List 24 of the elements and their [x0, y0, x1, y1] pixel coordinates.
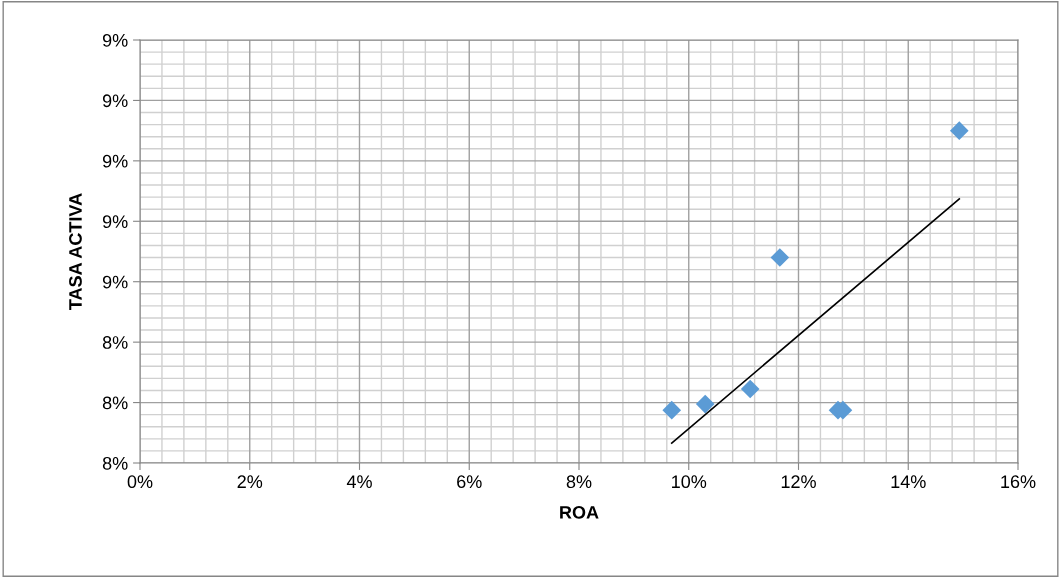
y-axis-title: TASA ACTIVA [69, 193, 82, 310]
y-tick-label: 8% [102, 336, 128, 349]
y-tick-label: 9% [102, 154, 128, 168]
x-tick-label: 10% [672, 475, 707, 489]
point [770, 248, 790, 267]
y-tick-label: 8% [102, 396, 128, 410]
y-tick-label: 9% [102, 33, 128, 47]
point [695, 394, 715, 414]
x-tick-label: 16% [1001, 475, 1036, 489]
x-tick-label: 12% [781, 475, 816, 488]
x-axis-title: ROA [560, 506, 599, 519]
x-tick-label: 8% [566, 475, 592, 489]
x-tick-label: 14% [891, 475, 926, 488]
y-tick-label: 9% [102, 275, 128, 289]
x-tick-label: 4% [346, 475, 372, 488]
y-tick-label: 9% [102, 215, 128, 229]
y-tick-label: 9% [102, 94, 128, 108]
x-tick-label: 0% [127, 475, 153, 489]
y-tick-label: 8% [102, 456, 128, 470]
x-tick-label: 6% [457, 475, 482, 489]
point [740, 379, 760, 399]
point [662, 400, 682, 420]
point [949, 121, 969, 140]
x-tick-label: 2% [237, 475, 263, 488]
